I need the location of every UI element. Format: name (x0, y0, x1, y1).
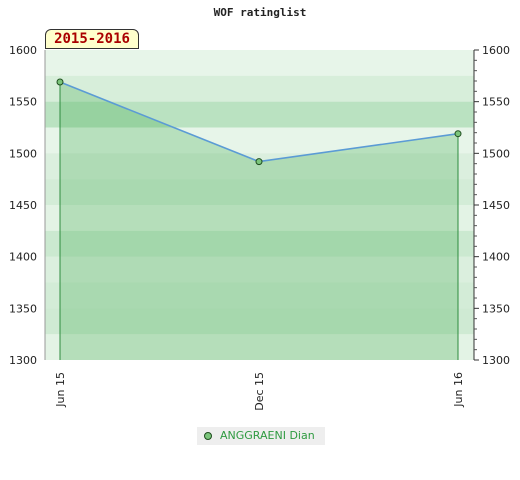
background-band (45, 282, 474, 309)
data-point[interactable] (255, 158, 263, 166)
background-band (45, 50, 474, 76)
y-tick-label-right: 1300 (482, 354, 510, 367)
y-tick-label-left: 1450 (9, 199, 37, 212)
legend-marker-icon (204, 432, 212, 440)
background-band (45, 75, 474, 102)
y-tick-label-left: 1400 (9, 251, 37, 264)
y-tick-label-left: 1600 (9, 44, 37, 57)
y-tick-label-left: 1550 (9, 96, 37, 109)
x-tick-label: Jun 15 (54, 372, 67, 408)
axes: 1300 1300 1350 1350 1400 1400 1450 1450 1500 1500… (9, 44, 510, 411)
y-tick-label-left: 1350 (9, 302, 37, 315)
legend-label: ANGGRAENI Dian (220, 429, 315, 442)
legend[interactable]: ANGGRAENI Dian (197, 427, 325, 445)
area-layer (59, 82, 459, 361)
background-band (45, 334, 474, 360)
y-tick-label-right: 1400 (482, 251, 510, 264)
background-band (45, 153, 474, 180)
y-tick-label-left: 1500 (9, 147, 37, 160)
period-label-text: 2015-2016 (54, 31, 130, 47)
y-tick-label-left: 1300 (9, 354, 37, 367)
y-tick-label-right: 1350 (482, 302, 510, 315)
series-layer (56, 78, 462, 166)
background-band (45, 256, 474, 283)
background-band (45, 101, 474, 128)
period-label: 2015-2016 (45, 29, 139, 49)
y-tick-label-right: 1450 (482, 199, 510, 212)
background-band (45, 230, 474, 257)
series-area (60, 82, 458, 361)
data-point[interactable] (454, 130, 462, 138)
y-tick-label-right: 1500 (482, 147, 510, 160)
y-tick-label-right: 1550 (482, 96, 510, 109)
x-tick-label: Jun 16 (452, 372, 465, 408)
background-band (45, 179, 474, 205)
background-band (45, 205, 474, 231)
y-tick-label-right: 1600 (482, 44, 510, 57)
data-point[interactable] (56, 78, 64, 86)
background-band (45, 308, 474, 335)
x-tick-label: Dec 15 (253, 372, 266, 411)
background-bands (45, 50, 474, 360)
background-band (45, 127, 474, 154)
chart-title: WOF ratinglist (214, 6, 307, 19)
